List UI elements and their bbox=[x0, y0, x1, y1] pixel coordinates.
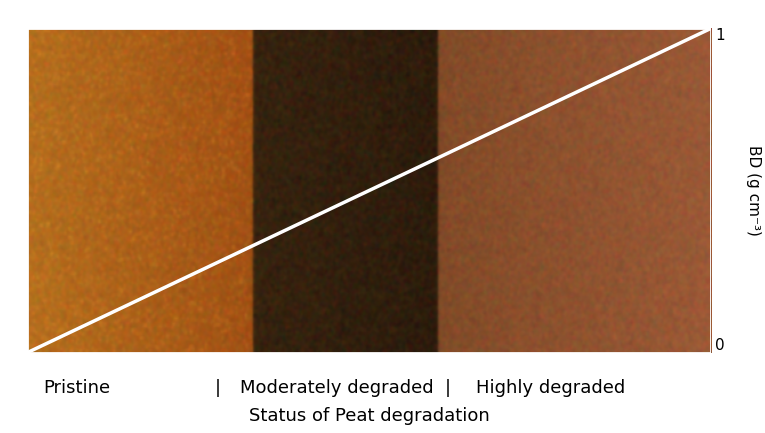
Text: 100: 100 bbox=[29, 6, 63, 24]
Text: Status of Peat degradation: Status of Peat degradation bbox=[249, 407, 490, 425]
Text: Highly degraded: Highly degraded bbox=[476, 378, 626, 397]
Text: BD (g cm⁻³): BD (g cm⁻³) bbox=[746, 145, 761, 236]
Text: 0: 0 bbox=[715, 338, 725, 353]
Text: SOM (wt%): SOM (wt%) bbox=[327, 9, 412, 24]
Text: 1: 1 bbox=[715, 28, 725, 43]
Text: |: | bbox=[215, 378, 221, 397]
Text: |: | bbox=[444, 378, 451, 397]
Text: Moderately degraded: Moderately degraded bbox=[239, 378, 434, 397]
Text: 0: 0 bbox=[698, 6, 709, 24]
Text: Pristine: Pristine bbox=[43, 378, 110, 397]
